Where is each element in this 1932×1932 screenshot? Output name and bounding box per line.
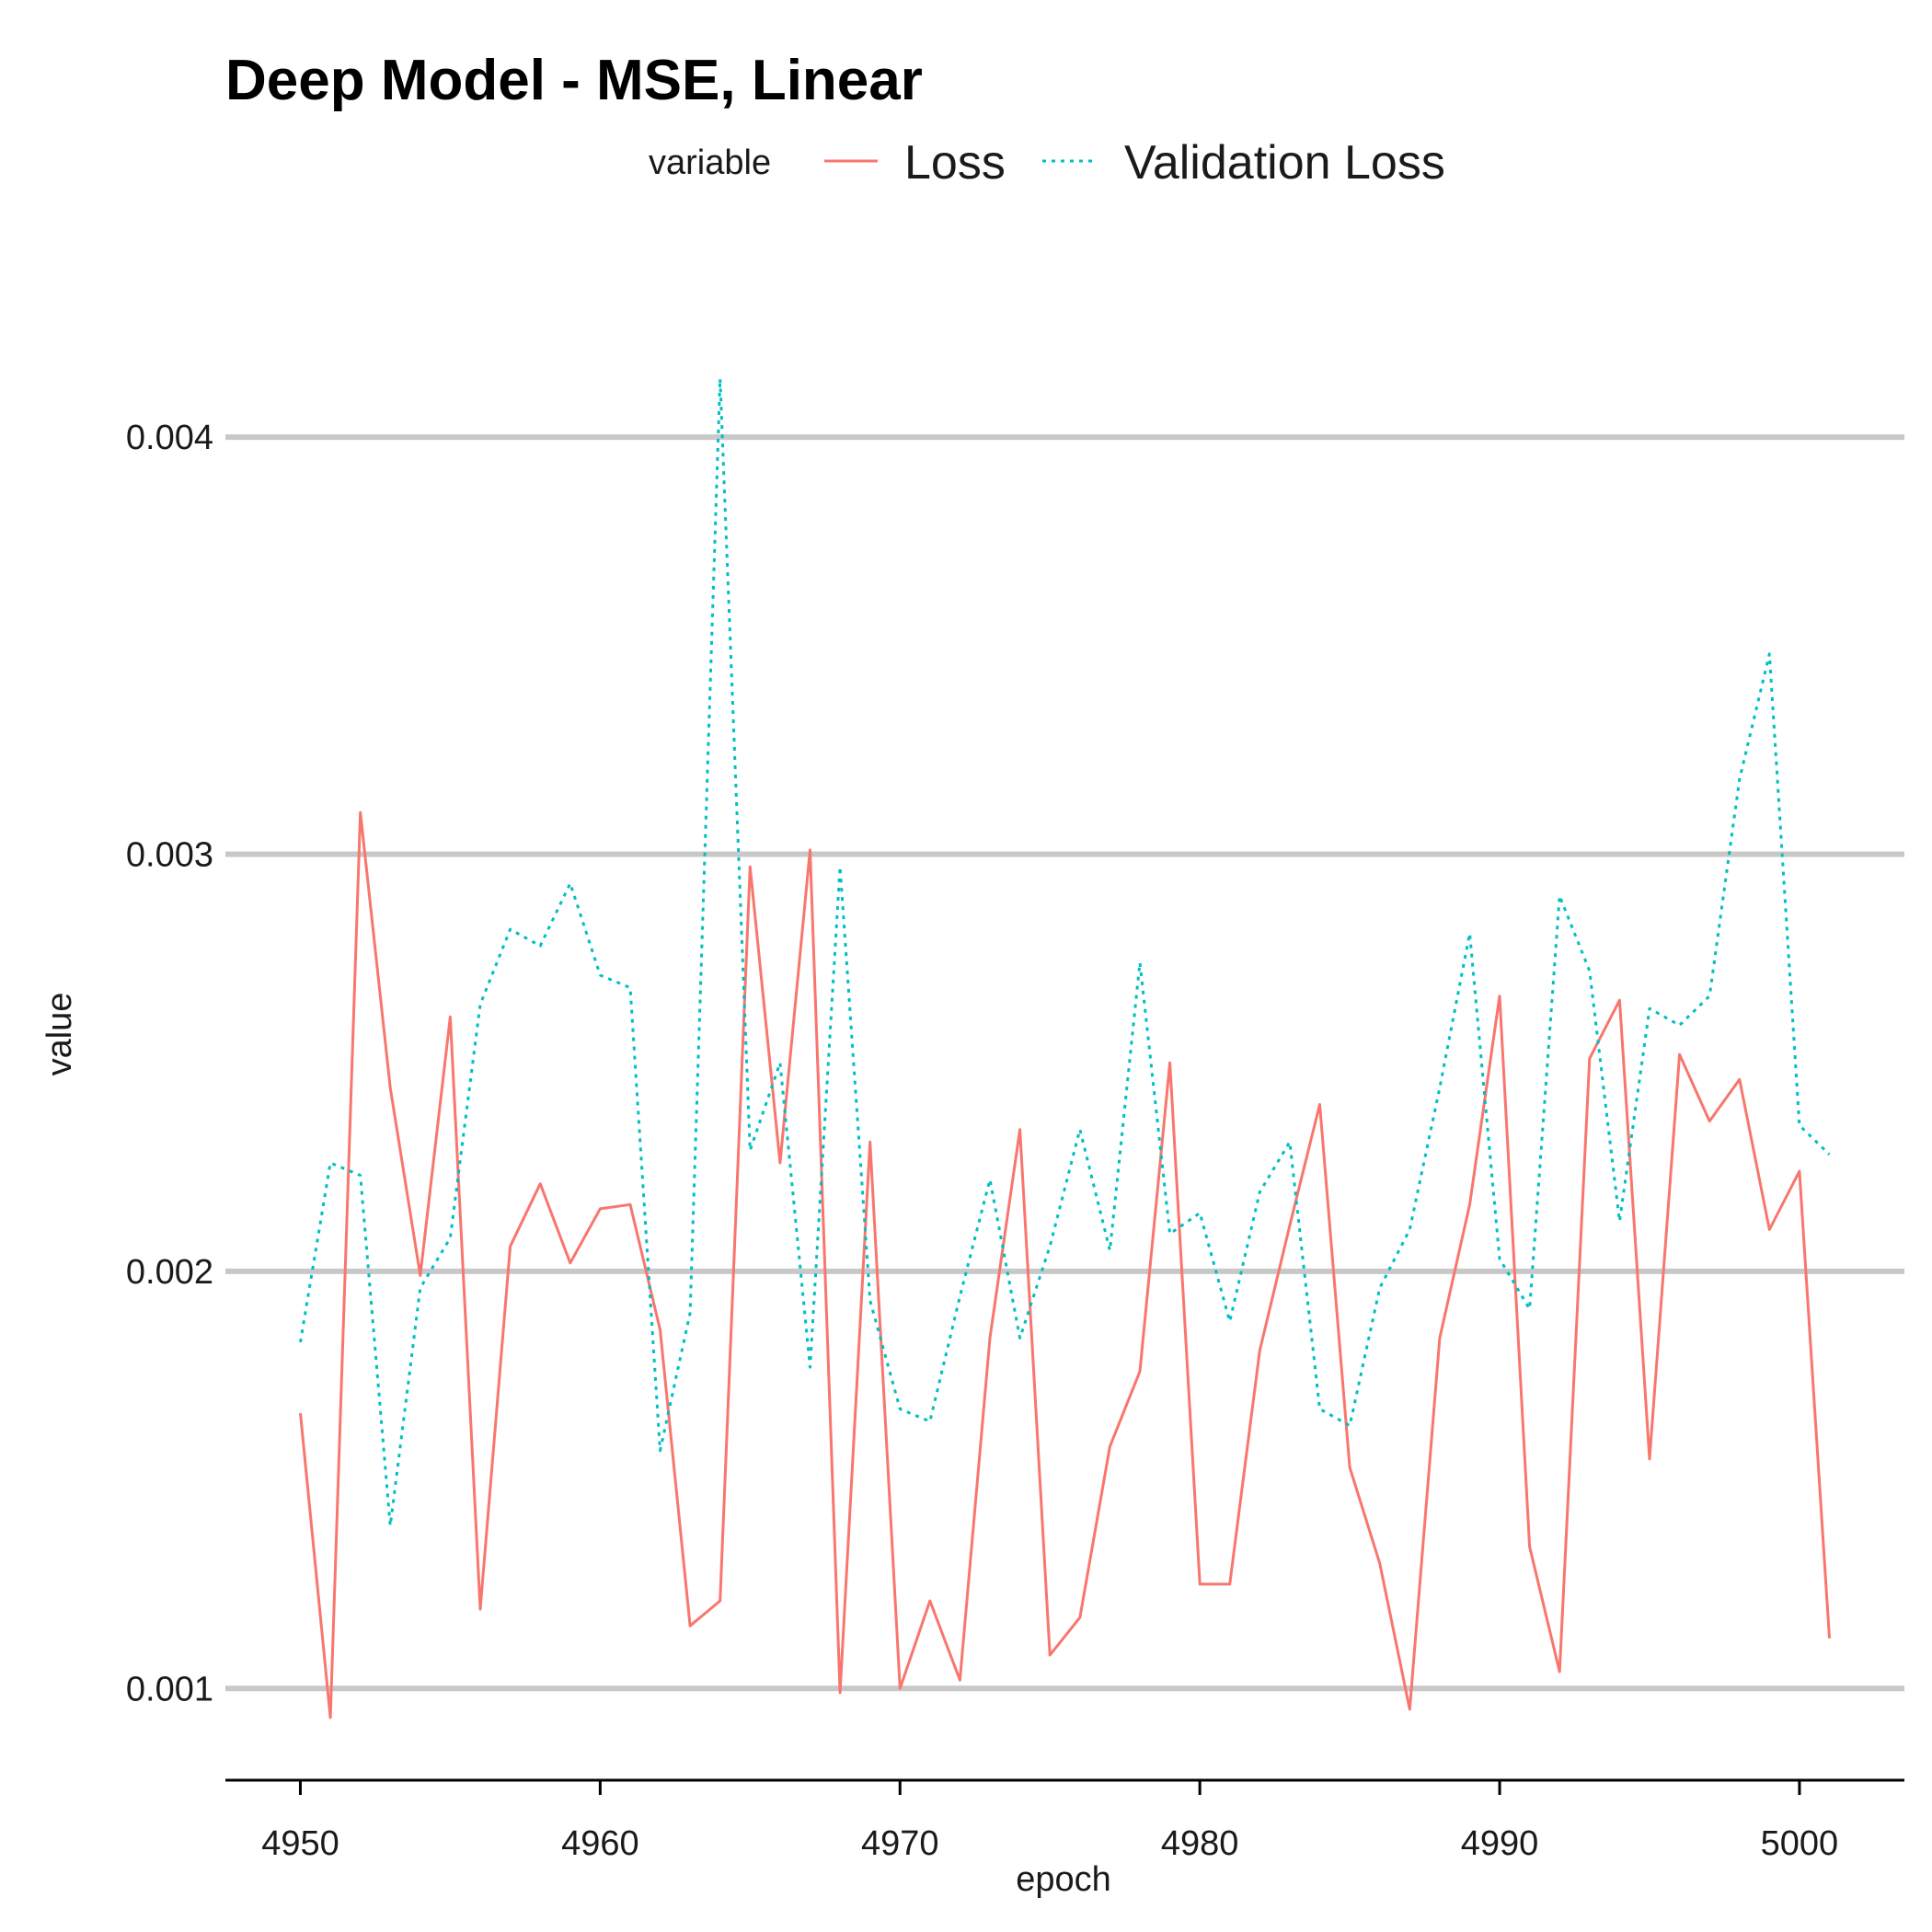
x-tick-label: 4980: [1161, 1824, 1239, 1863]
chart-title: Deep Model - MSE, Linear: [225, 49, 923, 112]
x-tick-label: 4960: [561, 1824, 639, 1863]
y-axis-title: value: [40, 993, 79, 1076]
y-tick-label: 0.003: [126, 835, 213, 874]
legend-label-validation-loss: Validation Loss: [1124, 136, 1445, 190]
y-tick-label: 0.001: [126, 1670, 213, 1708]
y-tick-label: 0.004: [126, 419, 213, 457]
legend-label-loss: Loss: [904, 136, 1006, 190]
y-tick-label: 0.002: [126, 1253, 213, 1292]
legend-title: variable: [649, 144, 771, 182]
x-tick-label: 4950: [261, 1824, 339, 1863]
series-layer: [299, 377, 1831, 1719]
x-axis: 4950 4960 4970 4980 4990 5000: [225, 1778, 1904, 1863]
series-line-validation-loss: [299, 377, 1831, 1527]
gridlines: [225, 434, 1904, 1692]
legend: variable Loss Validation Loss: [649, 136, 1445, 190]
x-tick-label: 5000: [1761, 1824, 1839, 1863]
x-tick-label: 4990: [1461, 1824, 1539, 1863]
y-axis-ticks: 0.001 0.002 0.003 0.004: [126, 419, 213, 1708]
x-axis-title: epoch: [1016, 1860, 1111, 1899]
series-line-loss: [299, 811, 1831, 1719]
x-tick-label: 4970: [861, 1824, 939, 1863]
